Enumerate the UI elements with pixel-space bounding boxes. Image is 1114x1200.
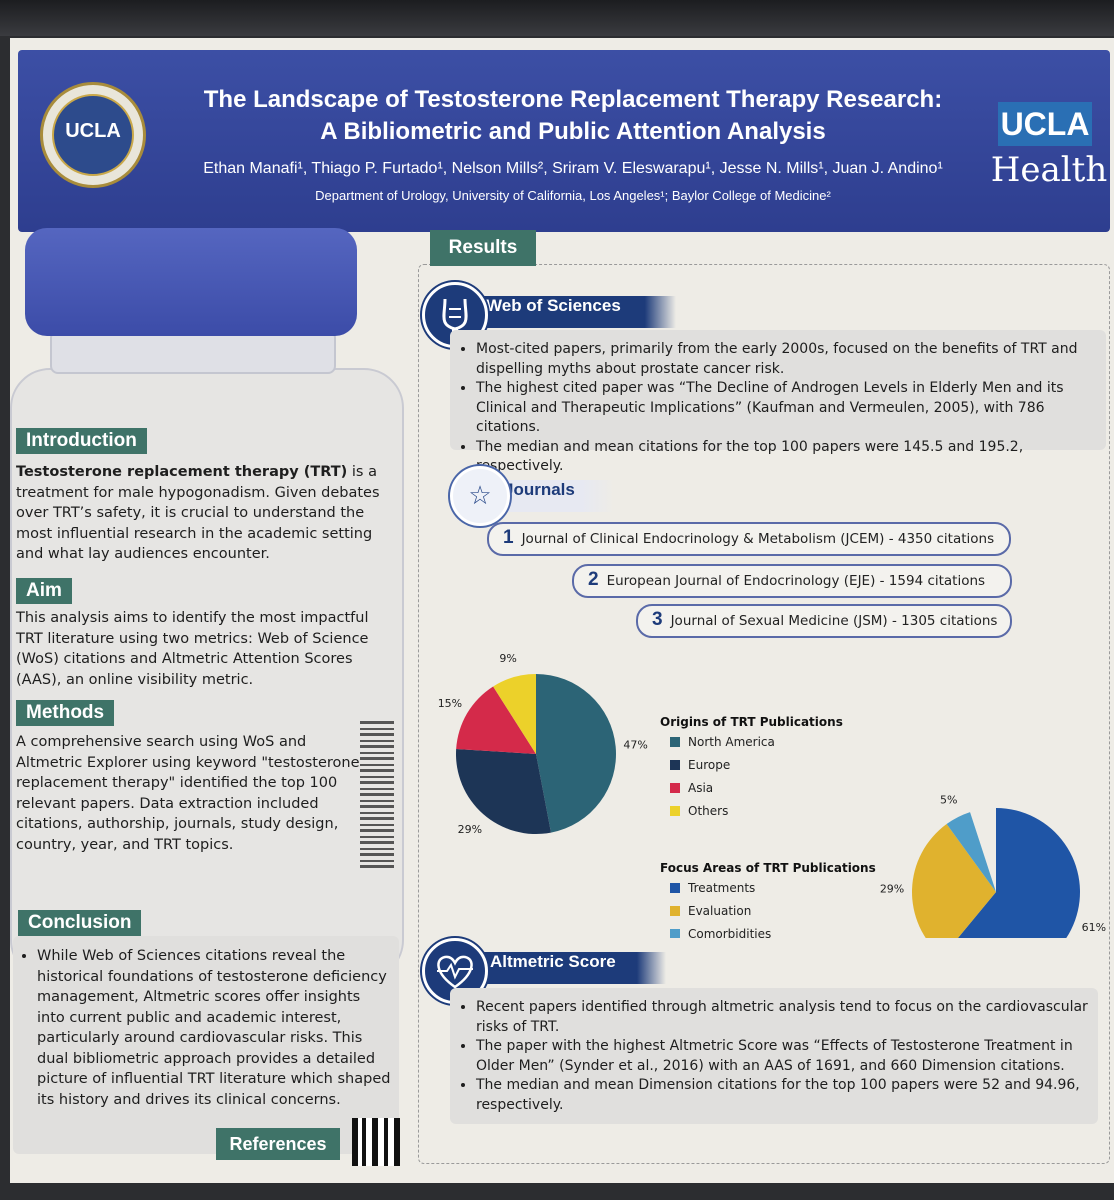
chart-title-1: Focus Areas of TRT Publications xyxy=(660,861,876,875)
jar-cap-graphic xyxy=(25,228,357,336)
authors: Ethan Manafi¹, Thiago P. Furtado¹, Nelso… xyxy=(203,160,943,177)
legend-swatch-1-1 xyxy=(670,906,680,916)
legend-swatch-0-1 xyxy=(670,760,680,770)
pie-slice-1-1 xyxy=(912,824,996,938)
introduction-bold: Testosterone replacement therapy (TRT) xyxy=(16,464,348,480)
legend-label-0-1: Europe xyxy=(688,758,730,772)
references-label: References xyxy=(216,1128,340,1160)
wos-bullet-3: The median and mean citations for the to… xyxy=(476,438,1096,477)
health-logo: Health xyxy=(990,150,1108,190)
journal-rank-3: 3 xyxy=(652,609,663,630)
pie-label-1-0: 61% xyxy=(1082,921,1106,934)
altmetric-box: Recent papers identified through altmetr… xyxy=(450,988,1098,1124)
qr-code[interactable] xyxy=(352,1118,400,1166)
wall-top-bar xyxy=(0,0,1114,36)
web-of-sciences-list: Most-cited papers, primarily from the ea… xyxy=(450,330,1106,477)
conclusion-label: Conclusion xyxy=(18,910,142,936)
journal-text-2: European Journal of Endocrinology (EJE) … xyxy=(606,573,986,589)
introduction-label: Introduction xyxy=(16,428,147,454)
legend-label-1-0: Treatments xyxy=(687,881,755,895)
charts-svg: 47% 29% 15% 9% Origins of TRT Publications No… xyxy=(438,652,1106,938)
conclusion-item: While Web of Sciences citations reveal t… xyxy=(37,946,391,1110)
star-icon: ☆ xyxy=(450,466,510,526)
pie-slice-1-0 xyxy=(957,808,1080,938)
legend-swatch-0-2 xyxy=(670,783,680,793)
wos-bullet-2: The highest cited paper was “The Decline… xyxy=(476,379,1096,438)
pie-slice-0-1 xyxy=(456,748,551,834)
journal-item-3: 3 Journal of Sexual Medicine (JSM) - 1305… xyxy=(636,604,1012,638)
ucla-logo: UCLA xyxy=(998,102,1092,146)
legend-swatch-1-0 xyxy=(670,883,680,893)
pie-label-1-1: 29% xyxy=(880,883,904,896)
affiliation: Department of Urology, University of Cal… xyxy=(315,188,831,203)
legend-swatch-0-3 xyxy=(670,806,680,816)
legend-label-1-1: Evaluation xyxy=(688,904,751,918)
results-label: Results xyxy=(430,230,536,266)
web-of-sciences-box: Most-cited papers, primarily from the ea… xyxy=(450,330,1106,474)
journal-rank-1: 1 xyxy=(503,527,514,548)
pie-slice-0-2 xyxy=(456,686,536,754)
altmetric-list: Recent papers identified through altmetr… xyxy=(450,988,1098,1115)
altmetric-bullet-2: The paper with the highest Altmetric Sco… xyxy=(476,1037,1088,1076)
pie-slice-0-3 xyxy=(493,674,536,754)
chart-title-0: Origins of TRT Publications xyxy=(660,715,843,729)
journal-item-2: 2 European Journal of Endocrinology (EJE)… xyxy=(572,564,1012,598)
barcode-graphic xyxy=(360,718,394,868)
altmetric-tag: Altmetric Score xyxy=(472,952,666,984)
pie-label-1-2: 5% xyxy=(940,793,957,806)
legend-swatch-0-0 xyxy=(670,737,680,747)
seal-inner: UCLA xyxy=(52,94,134,176)
legend-label-0-3: Others xyxy=(688,804,728,818)
altmetric-bullet-1: Recent papers identified through altmetr… xyxy=(476,998,1088,1037)
wos-bullet-1: Most-cited papers, primarily from the ea… xyxy=(476,340,1096,379)
journal-text-1: Journal of Clinical Endocrinology & Meta… xyxy=(521,531,995,547)
methods-text: A comprehensive search using WoS and Alt… xyxy=(16,734,360,853)
web-of-sciences-tag: Web of Sciences xyxy=(468,296,676,328)
legend-label-0-2: Asia xyxy=(688,781,713,795)
journal-text-3: Journal of Sexual Medicine (JSM) - 1305 … xyxy=(670,613,998,629)
legend-label-0-0: North America xyxy=(688,735,775,749)
jar-body-graphic xyxy=(10,368,404,980)
aim-text: This analysis aims to identify the most … xyxy=(16,610,369,688)
altmetric-bullet-3: The median and mean Dimension citations … xyxy=(476,1076,1088,1115)
poster-title: The Landscape of Testosterone Replacemen… xyxy=(148,84,998,148)
pie-label-0-0: 47% xyxy=(623,739,647,752)
results-frame xyxy=(418,264,1110,1164)
legend-label-1-2: Comorbidities xyxy=(688,927,771,938)
conclusion-list: While Web of Sciences citations reveal t… xyxy=(19,946,391,1110)
pie-slice-1-2 xyxy=(946,812,996,892)
legend-swatch-1-2 xyxy=(670,929,680,938)
jar-neck-graphic xyxy=(50,330,336,374)
conclusion-text-wrap: While Web of Sciences citations reveal t… xyxy=(19,946,391,1110)
pie-label-0-1: 29% xyxy=(458,823,482,836)
header-banner: UCLA The Landscape of Testosterone Repla… xyxy=(18,50,1110,232)
journal-rank-2: 2 xyxy=(588,569,599,590)
pie-label-0-3: 9% xyxy=(499,652,516,665)
introduction-body: is a treatment for male hypogonadism. Gi… xyxy=(16,464,380,562)
title-line-2: A Bibliometric and Public Attention Anal… xyxy=(320,118,826,145)
pie-label-0-2: 15% xyxy=(438,697,462,710)
conclusion-box: While Web of Sciences citations reveal t… xyxy=(13,936,399,1154)
title-line-1: The Landscape of Testosterone Replacemen… xyxy=(203,86,943,113)
seal-text: UCLA xyxy=(65,120,121,142)
school-seal-logo: UCLA xyxy=(40,82,146,188)
aim-label: Aim xyxy=(16,578,72,604)
journal-item-1: 1 Journal of Clinical Endocrinology & Met… xyxy=(487,522,1011,556)
pie-slice-0-0 xyxy=(536,674,616,833)
methods-label: Methods xyxy=(16,700,115,726)
poster: UCLA The Landscape of Testosterone Repla… xyxy=(10,38,1114,1183)
introduction-text: Testosterone replacement therapy (TRT) i… xyxy=(16,462,386,565)
